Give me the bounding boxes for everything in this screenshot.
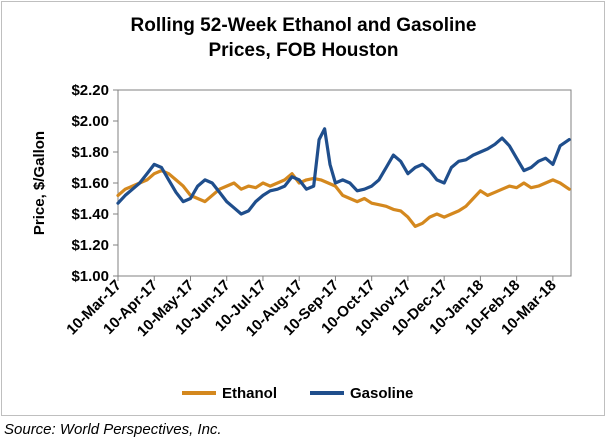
chart-title-line-2: Prices, FOB Houston — [208, 40, 399, 61]
series-line-gasoline — [116, 127, 571, 216]
y-tick-label: $1.80 — [71, 144, 109, 161]
y-tick-label: $2.20 — [71, 82, 109, 99]
chart-frame — [1, 1, 605, 416]
y-tick-label: $2.00 — [71, 113, 109, 130]
plot-area — [117, 89, 572, 277]
legend-label-gasoline: Gasoline — [350, 385, 413, 402]
chart-title: Rolling 52-Week Ethanol and Gasoline Pri… — [0, 13, 607, 63]
chart-title-line-1: Rolling 52-Week Ethanol and Gasoline — [130, 15, 477, 36]
y-tick-label: $1.60 — [71, 175, 109, 192]
y-axis-label: Price, $/Gallon — [31, 131, 48, 235]
source-note: Source: World Perspectives, Inc. — [4, 421, 222, 438]
y-tick-label: $1.00 — [71, 268, 109, 285]
y-tick-label: $1.20 — [71, 237, 109, 254]
legend-label-ethanol: Ethanol — [222, 385, 277, 402]
y-tick-label: $1.40 — [71, 206, 109, 223]
